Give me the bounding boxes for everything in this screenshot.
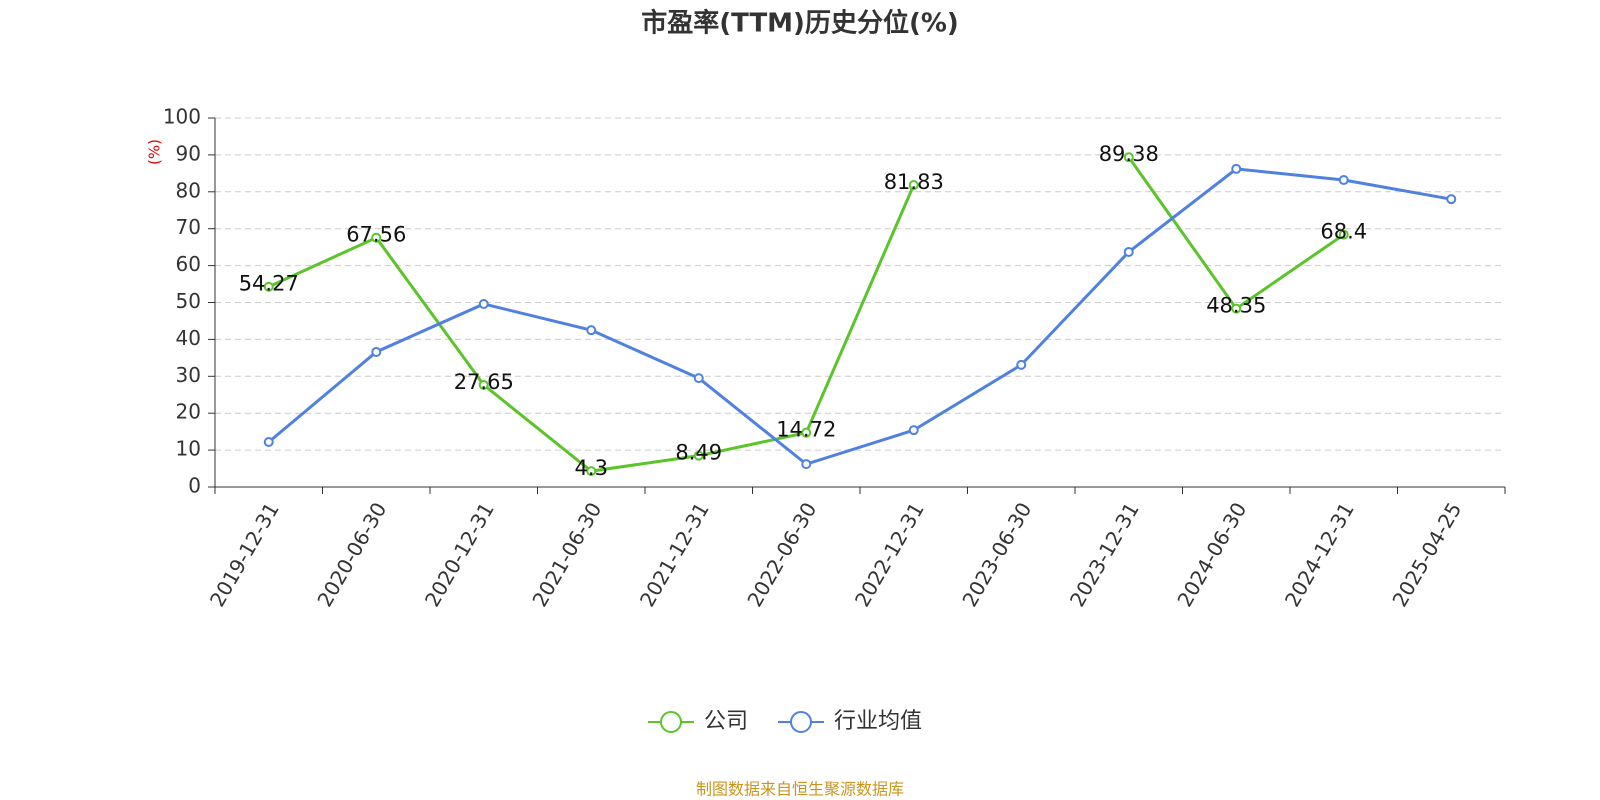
- y-tick-label: 90: [176, 141, 201, 165]
- y-tick-label: 20: [176, 400, 201, 424]
- x-tick-label: 2022-12-31: [850, 498, 929, 611]
- legend-marker: [660, 711, 682, 733]
- point: [1016, 359, 1027, 370]
- point: [586, 325, 597, 336]
- y-tick-label: 0: [188, 474, 201, 498]
- data-label: 67.56: [346, 223, 406, 247]
- y-tick-label: 60: [176, 252, 201, 276]
- point: [801, 459, 812, 470]
- point: [1123, 152, 1134, 163]
- point: [371, 346, 382, 357]
- x-tick-label: 2021-12-31: [635, 498, 714, 611]
- x-tick-label: 2021-06-30: [527, 498, 606, 611]
- point: [801, 427, 812, 438]
- chart-title: 市盈率(TTM)历史分位(%): [641, 8, 959, 39]
- legend-label: 公司: [704, 709, 748, 734]
- point: [1446, 194, 1457, 205]
- point: [263, 436, 274, 447]
- series-line: [267, 167, 1452, 466]
- point: [371, 232, 382, 243]
- x-tick-label: 2025-04-25: [1387, 498, 1466, 611]
- y-tick-label: 30: [176, 363, 201, 387]
- data-label: 54.27: [239, 272, 299, 296]
- point: [908, 425, 919, 436]
- source-note: 制图数据来自恒生聚源数据库: [696, 780, 904, 799]
- y-tick-label: 40: [176, 326, 201, 350]
- x-tick-label: 2022-06-30: [742, 498, 821, 611]
- point: [1338, 229, 1349, 240]
- point: [1338, 174, 1349, 185]
- x-tick-label: 2023-12-31: [1065, 498, 1144, 611]
- data-label: 89.38: [1099, 142, 1159, 166]
- data-label: 27.65: [454, 370, 514, 394]
- legend-label: 行业均值: [834, 709, 922, 734]
- data-label: 81.83: [884, 170, 944, 194]
- x-tick-label: 2024-12-31: [1280, 498, 1359, 611]
- data-label: 48.35: [1206, 294, 1266, 318]
- data-label: 68.4: [1320, 220, 1367, 244]
- point: [586, 466, 597, 477]
- data-label: 14.72: [776, 418, 836, 442]
- x-tick-label: 2023-06-30: [957, 498, 1036, 611]
- data-label: 8.49: [675, 441, 722, 465]
- x-tick-label: 2020-12-31: [420, 498, 499, 611]
- point: [478, 298, 489, 309]
- y-tick-label: 80: [176, 178, 201, 202]
- x-tick-label: 2020-06-30: [312, 498, 391, 611]
- point: [693, 450, 704, 461]
- point: [1231, 303, 1242, 314]
- y-tick-label: 70: [176, 215, 201, 239]
- point: [693, 373, 704, 384]
- point: [263, 281, 274, 292]
- point: [1231, 163, 1242, 174]
- x-tick-label: 2024-06-30: [1172, 498, 1251, 611]
- y-tick-label: 10: [176, 437, 201, 461]
- y-axis-label: (%): [146, 139, 164, 165]
- legend-marker: [790, 711, 813, 733]
- x-tick-label: 2019-12-31: [205, 498, 284, 611]
- data-label: 4.3: [575, 456, 608, 480]
- point: [478, 379, 489, 390]
- y-tick-label: 50: [176, 289, 201, 313]
- point: [908, 180, 919, 191]
- point: [1123, 246, 1134, 257]
- y-tick-label: 100: [163, 105, 201, 129]
